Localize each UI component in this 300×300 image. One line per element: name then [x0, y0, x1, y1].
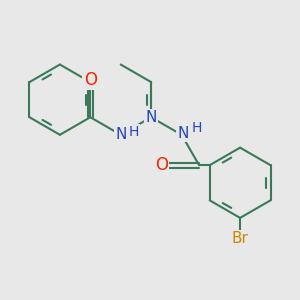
Text: O: O — [84, 70, 97, 88]
Text: N: N — [115, 127, 126, 142]
Text: O: O — [155, 156, 168, 174]
Text: N: N — [178, 125, 189, 140]
Text: N: N — [146, 110, 157, 125]
Text: Br: Br — [232, 231, 248, 246]
Text: H: H — [129, 125, 139, 139]
Text: H: H — [191, 122, 202, 136]
